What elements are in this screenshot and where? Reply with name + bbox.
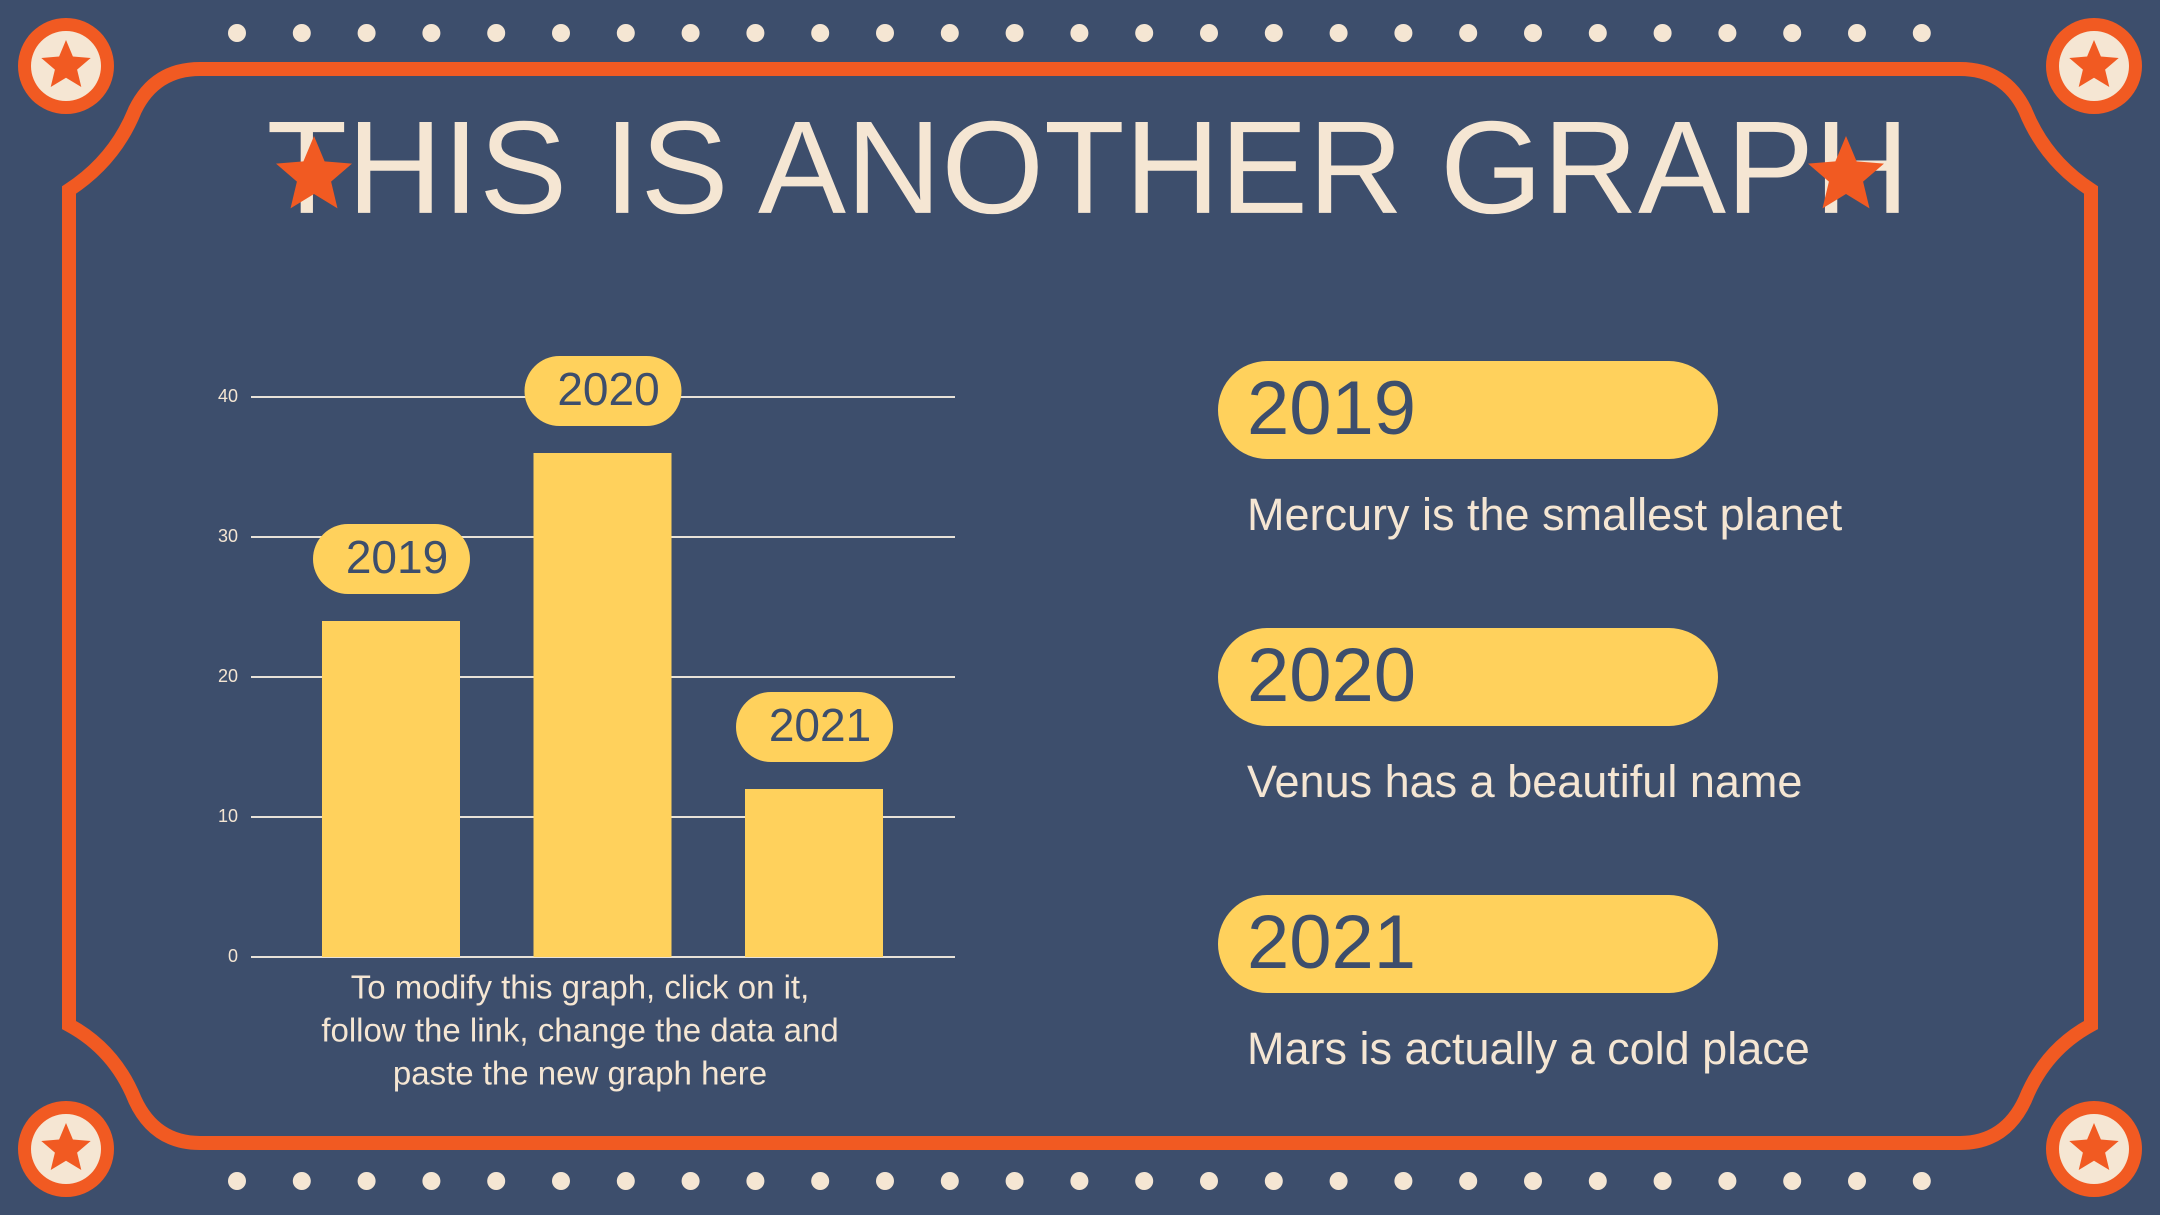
dot [1848,1172,1866,1190]
dot [1653,1172,1672,1190]
dot [357,24,376,42]
year-pill [1218,895,1718,993]
dot [1394,24,1413,42]
title-star [276,136,352,209]
dot [940,1172,959,1190]
chart-note: follow the link, change the data and [321,1012,838,1049]
y-tick-label: 0 [228,946,238,966]
dot [1394,1172,1413,1190]
category-bubble [313,524,470,594]
dot [1912,24,1931,42]
year-label: 2020 [1247,633,1416,718]
y-tick-label: 10 [218,806,238,826]
dot [1459,24,1478,42]
bar [533,453,672,957]
year-pill [1218,361,1718,459]
category-label: 2019 [346,531,448,583]
dot [616,1172,635,1190]
dot [552,24,570,42]
dot [1653,24,1672,42]
dot [552,1172,570,1190]
dot [1459,1172,1478,1190]
dot [876,1172,894,1190]
dot [746,1172,765,1190]
corner-star [41,1123,91,1170]
dot [1264,24,1283,42]
item-text: Mars is actually a cold place [1247,1023,1810,1074]
dot [876,24,894,42]
dot [1588,24,1607,42]
year-label: 2019 [1247,366,1416,451]
dot [1329,24,1348,42]
y-tick-label: 40 [218,386,238,406]
dot [1135,1172,1154,1190]
dot [1848,24,1866,42]
dot [681,1172,700,1190]
category-label: 2021 [769,699,871,751]
year-pill [1218,628,1718,726]
corner-star [2069,1123,2119,1170]
items: 2019 Mercury is the smallest planet 2020 Ve… [1218,361,1843,1074]
dot [357,1172,376,1190]
dot [1005,1172,1024,1190]
chart-note: To modify this graph, click on it, [351,969,810,1006]
dot [228,24,246,42]
dot [1135,24,1154,42]
item-text: Mercury is the smallest planet [1247,489,1843,540]
dot [1070,1172,1089,1190]
dot [487,24,506,42]
frame [62,62,2098,1150]
dot [1718,1172,1737,1190]
category-label: 2020 [557,363,659,415]
title-star [1808,136,1884,209]
slide-title: THIS IS ANOTHER GRAPH [267,94,1910,241]
dot [811,1172,830,1190]
y-tick-label: 30 [218,526,238,546]
dot [1912,1172,1931,1190]
dot [1718,24,1737,42]
corner-star [41,40,91,87]
dot [1264,1172,1283,1190]
category-bubble [524,356,682,426]
dot [228,1172,246,1190]
dot [422,1172,441,1190]
dot [811,24,830,42]
dot [292,1172,311,1190]
dot [681,24,700,42]
year-label: 2021 [1247,900,1416,985]
bar [322,621,460,957]
dot [1070,24,1089,42]
dot [1588,1172,1607,1190]
dot [1200,1172,1218,1190]
dot [940,24,959,42]
dot [1005,24,1024,42]
dot [1524,1172,1542,1190]
dot [292,24,311,42]
dot [422,24,441,42]
dot [1200,24,1218,42]
decorations [18,18,2142,1197]
category-bubble [736,692,893,762]
dot [746,24,765,42]
corner-star [2069,40,2119,87]
chart: 0 10 20 30 40 2019 2020 2021 To modify this grap… [218,356,955,1092]
y-tick-label: 20 [218,666,238,686]
chart-note: paste the new graph here [393,1055,767,1092]
dot [1524,24,1542,42]
item-text: Venus has a beautiful name [1247,756,1802,807]
dot [1783,24,1802,42]
dot [487,1172,506,1190]
dot [616,24,635,42]
bar [745,789,883,957]
dot [1783,1172,1802,1190]
dot [1329,1172,1348,1190]
